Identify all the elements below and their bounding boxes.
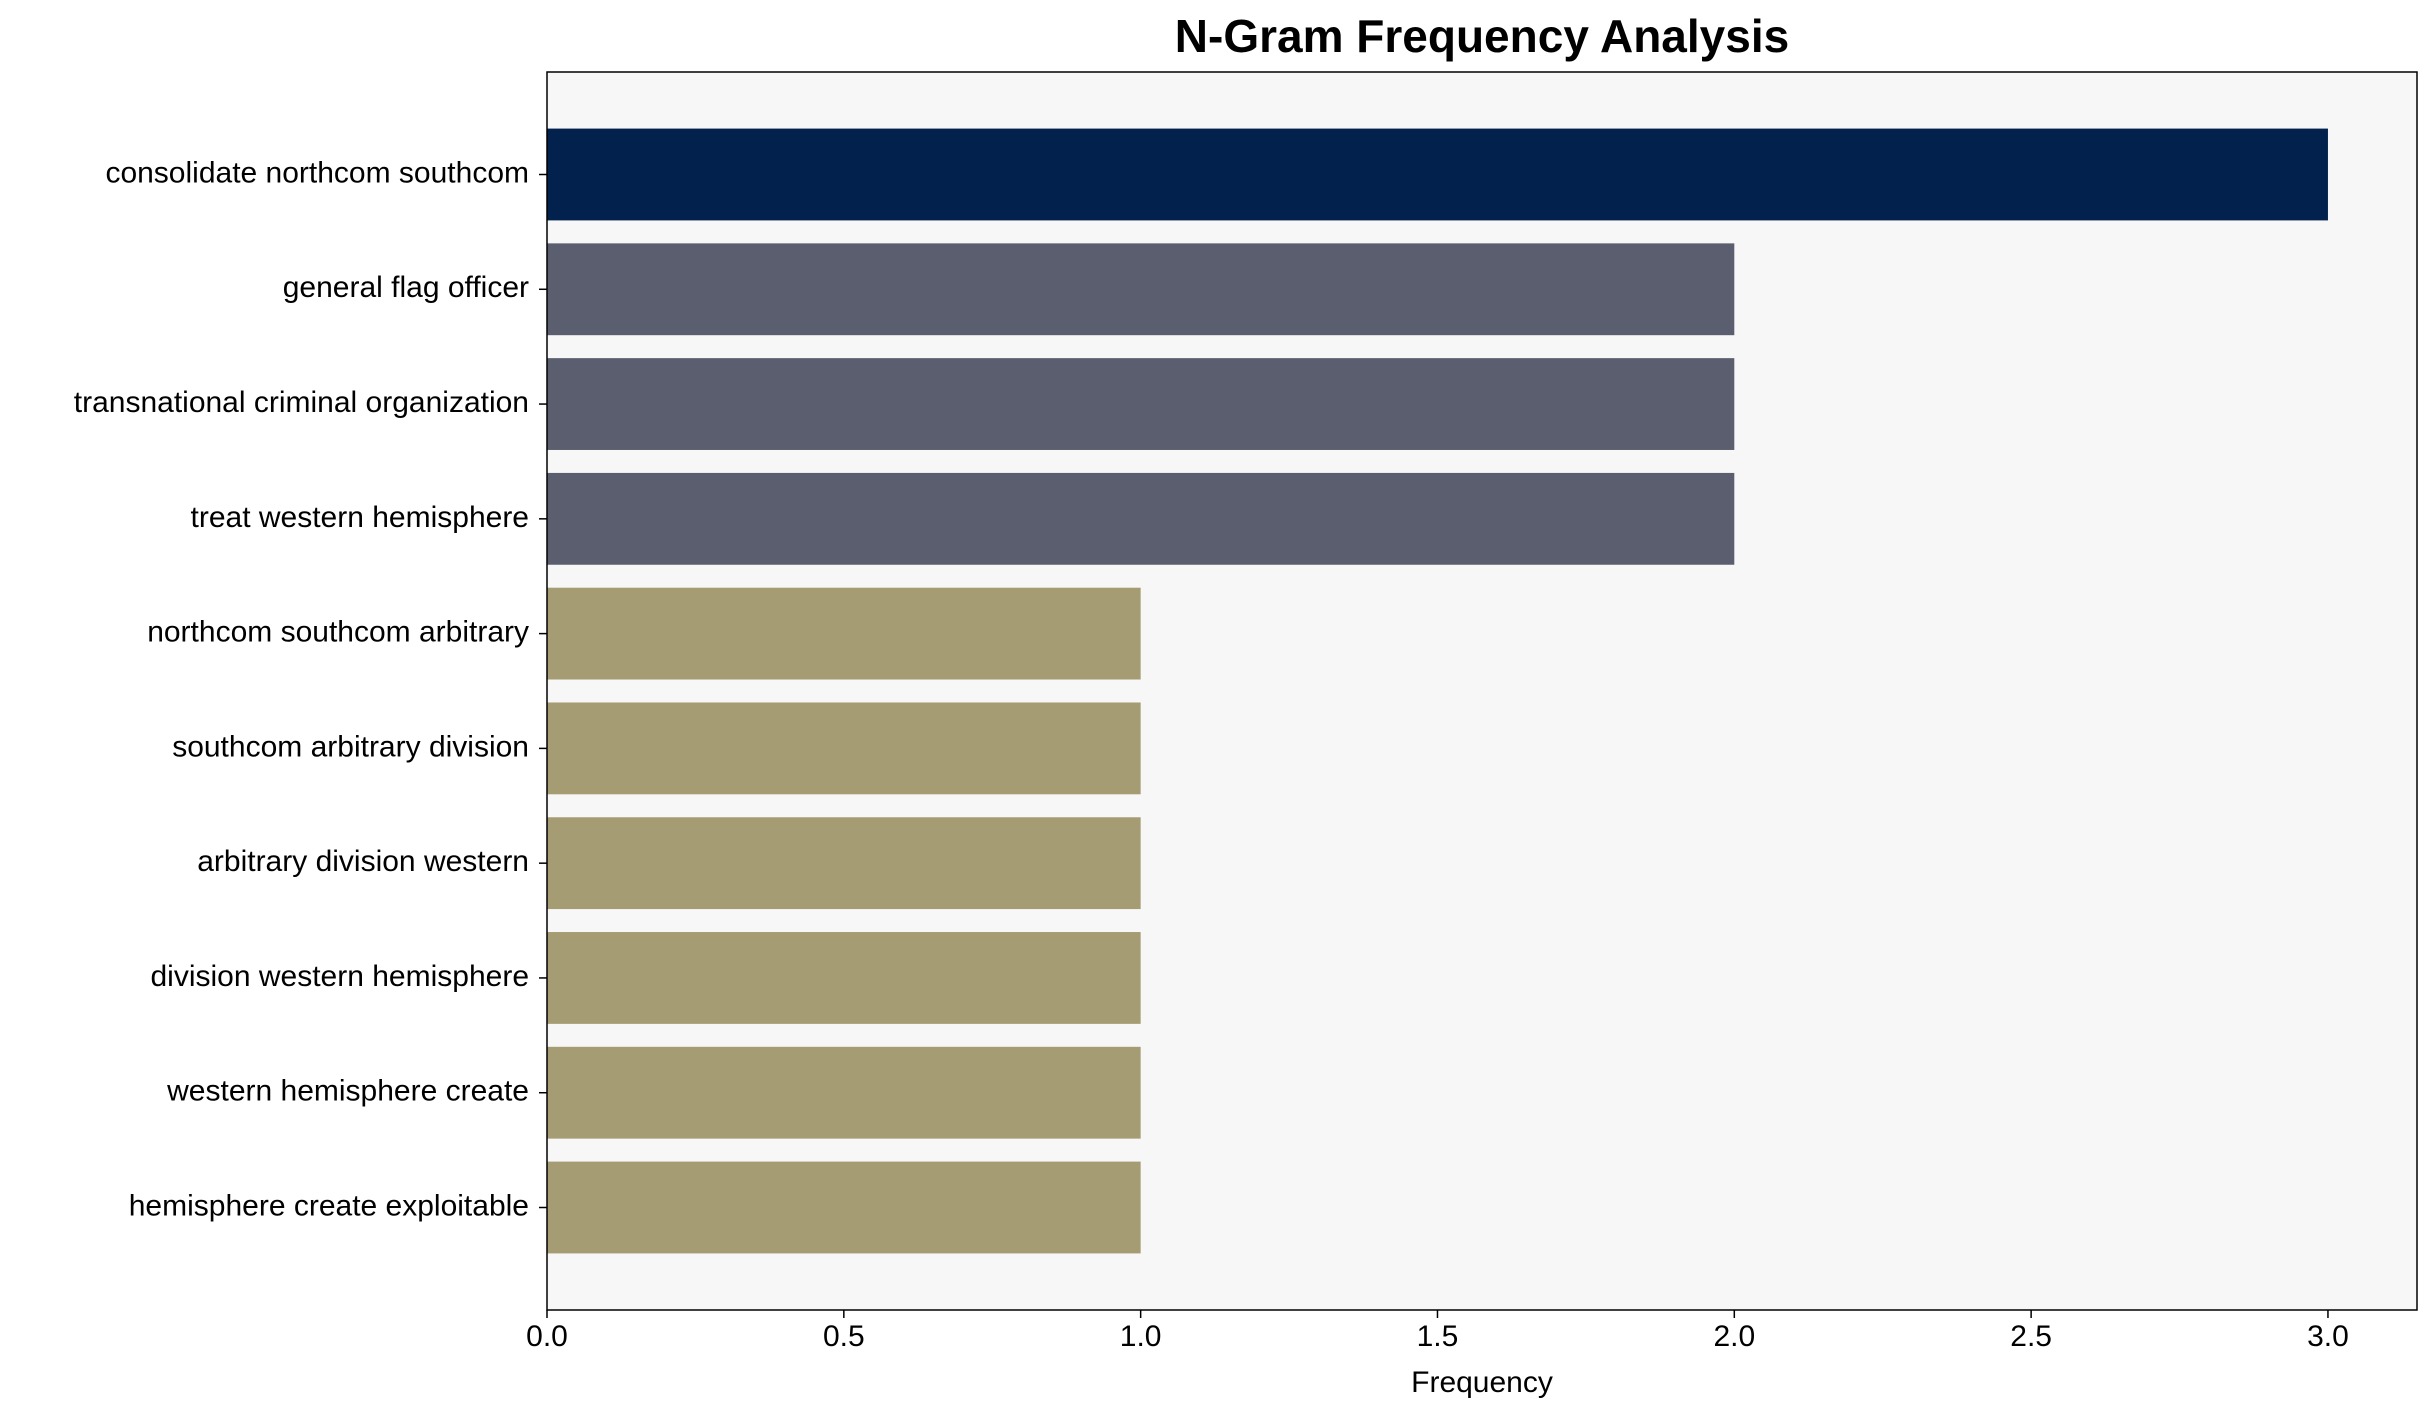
y-tick-label: division western hemisphere: [150, 960, 529, 993]
y-tick-label: arbitrary division western: [197, 845, 529, 878]
bar: [547, 587, 1141, 680]
bar: [547, 472, 1735, 565]
bar: [547, 1046, 1141, 1139]
x-tick-label: 2.0: [1713, 1320, 1755, 1353]
bar: [547, 817, 1141, 910]
bar: [547, 358, 1735, 450]
x-tick-label: 1.5: [1417, 1320, 1459, 1353]
bar: [547, 932, 1141, 1024]
y-tick-label: consolidate northcom southcom: [105, 156, 529, 189]
bar: [547, 128, 2328, 221]
bar: [547, 243, 1735, 336]
y-tick-label: transnational criminal organization: [74, 386, 529, 419]
x-tick-label: 2.5: [2010, 1320, 2052, 1353]
x-tick-label: 0.0: [526, 1320, 568, 1353]
x-tick-label: 0.5: [823, 1320, 865, 1353]
x-tick-label: 1.0: [1120, 1320, 1162, 1353]
bar: [547, 702, 1141, 795]
x-tick-label: 3.0: [2307, 1320, 2349, 1353]
plot-frame: [546, 71, 2418, 1311]
x-axis-label: Frequency: [1411, 1366, 1553, 1399]
y-tick-label: southcom arbitrary division: [172, 730, 529, 763]
chart-title: N-Gram Frequency Analysis: [1175, 10, 1789, 62]
y-tick-label: treat western hemisphere: [191, 501, 530, 534]
y-tick-label: general flag officer: [283, 271, 529, 304]
bar: [547, 1161, 1141, 1254]
y-tick-label: northcom southcom arbitrary: [147, 616, 529, 649]
y-tick-label: hemisphere create exploitable: [129, 1189, 529, 1222]
y-tick-label: western hemisphere create: [166, 1075, 529, 1108]
